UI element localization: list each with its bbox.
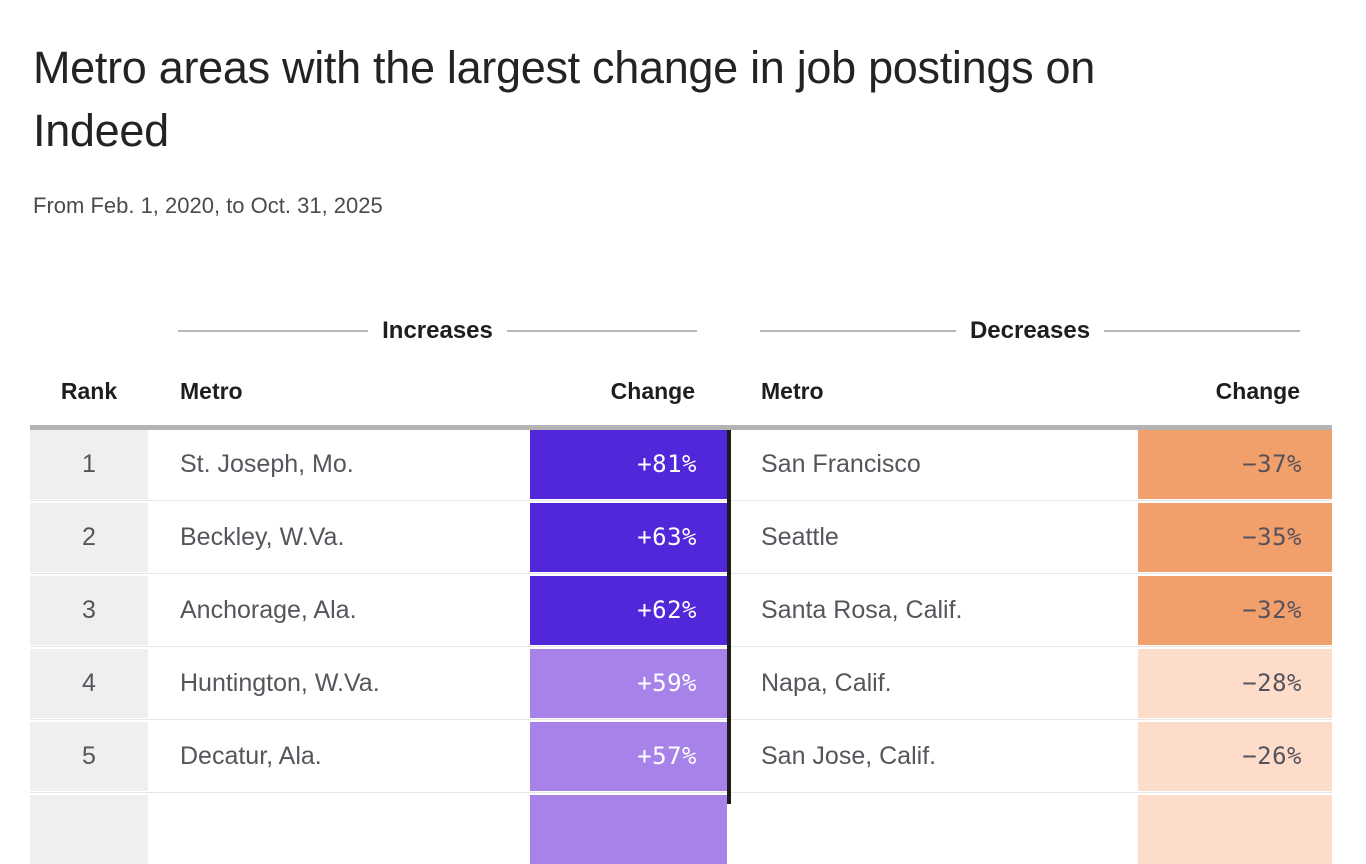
section-header-increases: Increases [178,316,698,346]
column-header-metro-decreases: Metro [761,378,824,404]
row-separator [30,718,1332,722]
page-header: Metro areas with the largest change in j… [0,36,1366,219]
decrease-change-cell: −26% [1138,722,1332,791]
section-header-decreases: Decreases [760,316,1301,346]
comparison-table: Increases Decreases Rank Metro Change Me… [30,316,1332,864]
column-header-change-decreases: Change [1215,378,1300,404]
table-row: 1 St. Joseph, Mo. +81% San Francisco −37… [30,430,1332,499]
page-title: Metro areas with the largest change in j… [33,36,1333,162]
rank-cell: 1 [30,430,148,499]
page-title-line2: Indeed [33,105,169,156]
decrease-change-cell: −32% [1138,576,1332,645]
table-row: 2 Beckley, W.Va. +63% Seattle −35% [30,503,1332,572]
section-line-left [760,330,956,332]
table-row: 4 Huntington, W.Va. +59% Napa, Calif. −2… [30,649,1332,718]
increase-change-cell: +62% [530,576,727,645]
column-header-change-increases: Change [610,378,695,404]
header-rule [30,425,1332,430]
decrease-metro-cell: San Jose, Calif. [731,722,1138,791]
section-line-right [506,330,698,332]
rank-cell: 2 [30,503,148,572]
increase-metro-cell: St. Joseph, Mo. [148,430,530,499]
row-separator [30,645,1332,649]
increase-metro-cell: Anchorage, Ala. [148,576,530,645]
increase-change-cell [530,795,727,864]
rank-cell: 5 [30,722,148,791]
decrease-change-cell: −35% [1138,503,1332,572]
decrease-change-cell [1138,795,1332,864]
section-line-right [1104,330,1301,332]
decrease-metro-cell: San Francisco [731,430,1138,499]
table-body: 1 St. Joseph, Mo. +81% San Francisco −37… [30,430,1332,864]
decreases-label: Decreases [969,317,1091,344]
decrease-metro-cell: Seattle [731,503,1138,572]
decrease-change-cell: −28% [1138,649,1332,718]
increase-metro-cell: Beckley, W.Va. [148,503,530,572]
column-header-rank: Rank [60,378,118,404]
increase-change-cell: +57% [530,722,727,791]
increases-label: Increases [382,317,493,344]
table-row-partial [30,795,1332,864]
section-divider-bar [727,430,731,804]
decrease-change-cell: −37% [1138,430,1332,499]
decrease-metro-cell: Santa Rosa, Calif. [731,576,1138,645]
rank-cell [30,795,148,864]
rank-cell: 3 [30,576,148,645]
column-header-metro-increases: Metro [180,378,243,404]
row-separator [30,572,1332,576]
page-subtitle: From Feb. 1, 2020, to Oct. 31, 2025 [33,193,383,218]
table-row: 5 Decatur, Ala. +57% San Jose, Calif. −2… [30,722,1332,791]
increase-metro-cell: Decatur, Ala. [148,722,530,791]
row-separator [30,499,1332,503]
section-header-row: Increases Decreases [30,316,1332,346]
page-title-line1: Metro areas with the largest change in j… [33,42,1095,93]
increase-metro-cell [148,795,530,864]
increase-change-cell: +63% [530,503,727,572]
column-header-row: Rank Metro Change Metro Change [30,346,1332,425]
rank-cell: 4 [30,649,148,718]
table-row: 3 Anchorage, Ala. +62% Santa Rosa, Calif… [30,576,1332,645]
increase-metro-cell: Huntington, W.Va. [148,649,530,718]
decrease-metro-cell: Napa, Calif. [731,649,1138,718]
increase-change-cell: +59% [530,649,727,718]
section-line-left [178,330,369,332]
increase-change-cell: +81% [530,430,727,499]
decrease-metro-cell [731,795,1138,864]
